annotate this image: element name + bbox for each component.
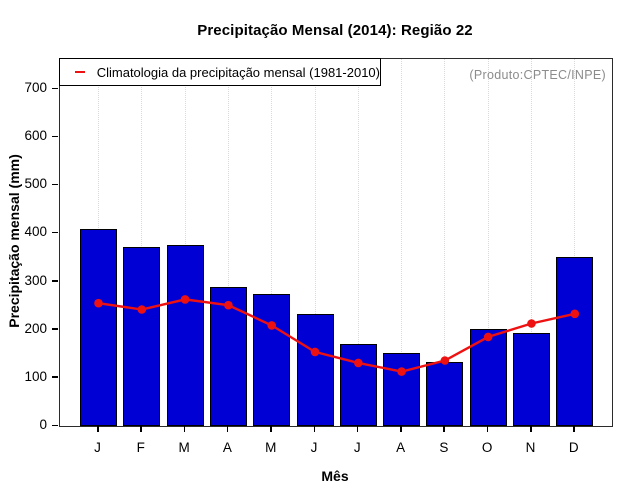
climatology-point (267, 321, 276, 330)
x-tick-label: M (178, 440, 190, 455)
y-tick-label: 100 (24, 368, 47, 384)
x-tick-label: D (568, 440, 579, 455)
bar (296, 314, 334, 426)
chart-title: Precipitação Mensal (2014): Região 22 (197, 22, 473, 39)
bar (80, 229, 117, 426)
climatology-point (570, 309, 580, 319)
climatology-point (354, 358, 363, 368)
climatology-point (224, 300, 233, 310)
y-tick (52, 87, 58, 89)
x-tick-label: M (265, 440, 277, 455)
x-tick-label: J (94, 440, 101, 455)
climatology-point (310, 347, 320, 357)
bar (339, 343, 377, 426)
y-tick-label: 600 (24, 128, 47, 144)
x-tick (356, 426, 359, 432)
gridline (444, 59, 446, 426)
x-tick (313, 426, 315, 432)
gridline (141, 59, 143, 426)
bar (383, 352, 421, 426)
x-tick-label: S (439, 440, 449, 455)
x-tick (140, 426, 142, 432)
y-tick-label: 0 (39, 417, 47, 432)
climatology-point (440, 356, 450, 365)
gridline (271, 59, 273, 426)
x-tick (400, 426, 402, 432)
x-tick (486, 426, 489, 432)
y-tick-label: 400 (24, 224, 47, 240)
x-tick (183, 426, 186, 432)
x-tick (530, 426, 532, 432)
x-tick (97, 426, 99, 432)
legend-line-sample (75, 71, 85, 73)
climatology-point (483, 332, 493, 342)
climatology-line (98, 298, 576, 373)
gridline (531, 59, 532, 426)
x-axis-label: Mês (321, 468, 349, 484)
plot-area: Climatologia da precipitação mensal (198… (59, 58, 613, 427)
x-tick-label: F (136, 440, 145, 455)
x-tick (270, 426, 272, 432)
gridline (487, 59, 489, 426)
y-tick (52, 280, 58, 282)
y-tick-label: 300 (24, 272, 47, 288)
climatology-point (397, 367, 406, 376)
climatology-point (137, 305, 147, 314)
y-tick-label: 700 (24, 80, 47, 95)
legend: Climatologia da precipitação mensal (198… (59, 58, 381, 86)
y-tick (52, 424, 58, 426)
gridline (401, 59, 403, 426)
x-tick (443, 426, 445, 432)
bar (253, 294, 291, 426)
x-tick (226, 426, 229, 432)
y-tick (52, 231, 58, 234)
y-tick (52, 183, 58, 186)
x-tick-label: N (525, 440, 536, 455)
gridline (357, 59, 359, 426)
y-tick (52, 328, 58, 330)
y-tick (52, 376, 58, 378)
gridline (227, 59, 229, 426)
x-tick-label: J (353, 440, 361, 455)
climatology-line-layer (94, 295, 580, 376)
bar (426, 361, 464, 426)
x-tick-label: A (396, 440, 406, 455)
x-tick-label: O (481, 440, 493, 455)
climatology-point (527, 319, 536, 328)
bar (166, 245, 204, 426)
product-watermark: (Produto:CPTEC/INPE) (469, 68, 606, 82)
gridline (574, 59, 576, 426)
climatology-point (94, 298, 103, 308)
gridline (184, 59, 186, 426)
climatology-point (180, 295, 190, 304)
gridline (314, 59, 316, 426)
bar (123, 247, 161, 426)
x-tick-label: J (310, 440, 318, 455)
y-tick-label: 200 (24, 320, 47, 336)
legend-label: Climatologia da precipitação mensal (198… (96, 64, 380, 80)
bar (513, 332, 550, 426)
y-tick (52, 135, 58, 138)
y-tick-label: 500 (24, 176, 47, 192)
x-tick-label: A (222, 440, 232, 455)
bar (556, 256, 594, 426)
x-tick (573, 426, 575, 432)
